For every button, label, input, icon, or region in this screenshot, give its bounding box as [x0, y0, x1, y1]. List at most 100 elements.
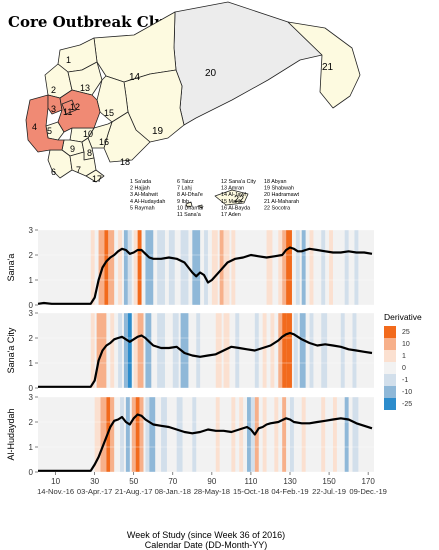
- derivative-band: [90, 313, 95, 388]
- derivative-band: [340, 313, 345, 388]
- derivative-band: [110, 313, 115, 388]
- series-line: [38, 413, 373, 472]
- x-axis-label: Week of Study (since Week 36 of 2016): [127, 530, 285, 540]
- map-region-number: 8: [87, 148, 92, 158]
- derivative-band: [295, 230, 300, 305]
- derivative-band: [286, 313, 292, 388]
- derivative-band: [231, 397, 236, 472]
- derivative-band: [235, 313, 240, 388]
- derivative-band: [90, 230, 95, 305]
- x-tick-label-date: 21-Aug.-17: [115, 487, 153, 496]
- map-region-20: [173, 1, 323, 126]
- colorbar-tick-label: 1: [402, 353, 406, 360]
- derivative-band: [96, 313, 101, 388]
- derivative-band: [176, 397, 183, 472]
- x-tick-label-date: 04-Feb.-19: [271, 487, 308, 496]
- map-region-number: 3: [51, 104, 56, 114]
- y-tick-label: 0: [29, 301, 34, 310]
- derivative-band: [192, 230, 201, 305]
- colorbar-tick-label: 0: [402, 365, 406, 372]
- derivative-band: [133, 230, 138, 305]
- y-tick-label: 2: [29, 418, 34, 427]
- map-legend-item: 10 Dhamar: [177, 205, 204, 211]
- derivative-band: [118, 313, 122, 388]
- derivative-band: [344, 230, 349, 305]
- map-legend-item: 20 Hadramawt: [264, 192, 300, 198]
- map-legend-item: 18 Abyan: [264, 179, 286, 185]
- x-tick-label-week: 70: [168, 477, 177, 486]
- derivative-band: [286, 230, 292, 305]
- colorbar-swatch: [384, 362, 396, 374]
- map-region-number: 21: [322, 62, 334, 73]
- panel-3: 0 1 2 3 Al-Hudaydah: [6, 393, 374, 477]
- map-region-number: 10: [83, 129, 93, 139]
- colorbar-swatch: [384, 386, 396, 398]
- derivative-band: [309, 313, 314, 388]
- derivative-band: [104, 230, 109, 305]
- map-legend-item: 14 Al-Jawf: [221, 192, 246, 198]
- y-tick-label: 1: [29, 276, 34, 285]
- derivative-band: [157, 230, 165, 305]
- colorbar-swatch: [384, 398, 396, 410]
- derivative-band: [127, 230, 132, 305]
- derivative-band: [123, 313, 128, 388]
- derivative-band: [192, 397, 197, 472]
- derivative-band: [321, 230, 326, 305]
- derivative-band: [239, 397, 244, 472]
- map-legend-item: 8 Al-Dhal'e: [177, 192, 203, 198]
- map-region-11: [57, 89, 101, 133]
- derivative-band: [180, 230, 189, 305]
- x-tick-label-week: 130: [283, 477, 297, 486]
- derivative-band: [254, 397, 259, 472]
- colorbar-tick-label: 25: [402, 329, 410, 336]
- colorbar-tick-label: -1: [402, 377, 408, 384]
- derivative-band: [282, 230, 287, 305]
- series-line: [37, 246, 373, 305]
- y-tick-label: 0: [29, 468, 34, 477]
- map-legend-item: 13 Amran: [221, 186, 244, 192]
- derivative-band: [223, 230, 230, 305]
- map-region-number: 22: [234, 194, 244, 204]
- derivative-band: [100, 397, 107, 472]
- map-region-number: 5: [47, 126, 52, 136]
- x-tick-label-date: 14-Nov.-16: [37, 487, 74, 496]
- map-region-number: 1: [66, 55, 71, 65]
- colorbar-swatch: [384, 374, 396, 386]
- map-region-number: 2: [51, 85, 56, 95]
- derivative-band: [332, 397, 337, 472]
- map-region-17: [85, 169, 105, 183]
- map-region-number: 12: [70, 102, 80, 112]
- derivative-band: [352, 397, 359, 472]
- map-region-7: [69, 151, 97, 177]
- y-axis-label: Al-Hudaydah: [6, 408, 16, 460]
- derivative-band: [329, 230, 333, 305]
- derivative-band: [196, 313, 201, 388]
- derivative-band: [127, 313, 132, 388]
- x-tick-label-week: 90: [207, 477, 216, 486]
- map-legend-item: 16 Al-Bayda: [221, 205, 250, 211]
- colorbar-title: Derivative: [384, 312, 422, 322]
- derivative-band: [145, 313, 152, 388]
- derivative-band: [290, 397, 294, 472]
- map-legend-item: 1 Sa'ada: [130, 179, 151, 185]
- derivative-band: [282, 313, 287, 388]
- map-region-number: 16: [99, 137, 109, 147]
- derivative-band: [204, 230, 208, 305]
- x-tick-label-week: 110: [245, 477, 258, 486]
- derivative-band: [250, 397, 255, 472]
- derivative-band: [278, 230, 283, 305]
- y-tick-label: 3: [29, 309, 34, 318]
- map-region-6: [47, 149, 73, 179]
- map-legend-item: 11 Sana'a: [177, 212, 201, 218]
- x-tick-label-date: 28-May-18: [194, 487, 230, 496]
- x-tick-label-week: 10: [51, 477, 60, 486]
- map-legend-item: 6 Taizz: [177, 179, 194, 185]
- derivative-band: [123, 230, 128, 305]
- derivative-band: [344, 397, 349, 472]
- map-region-12: [61, 99, 77, 115]
- y-tick-label: 3: [29, 226, 34, 235]
- derivative-band: [215, 313, 222, 388]
